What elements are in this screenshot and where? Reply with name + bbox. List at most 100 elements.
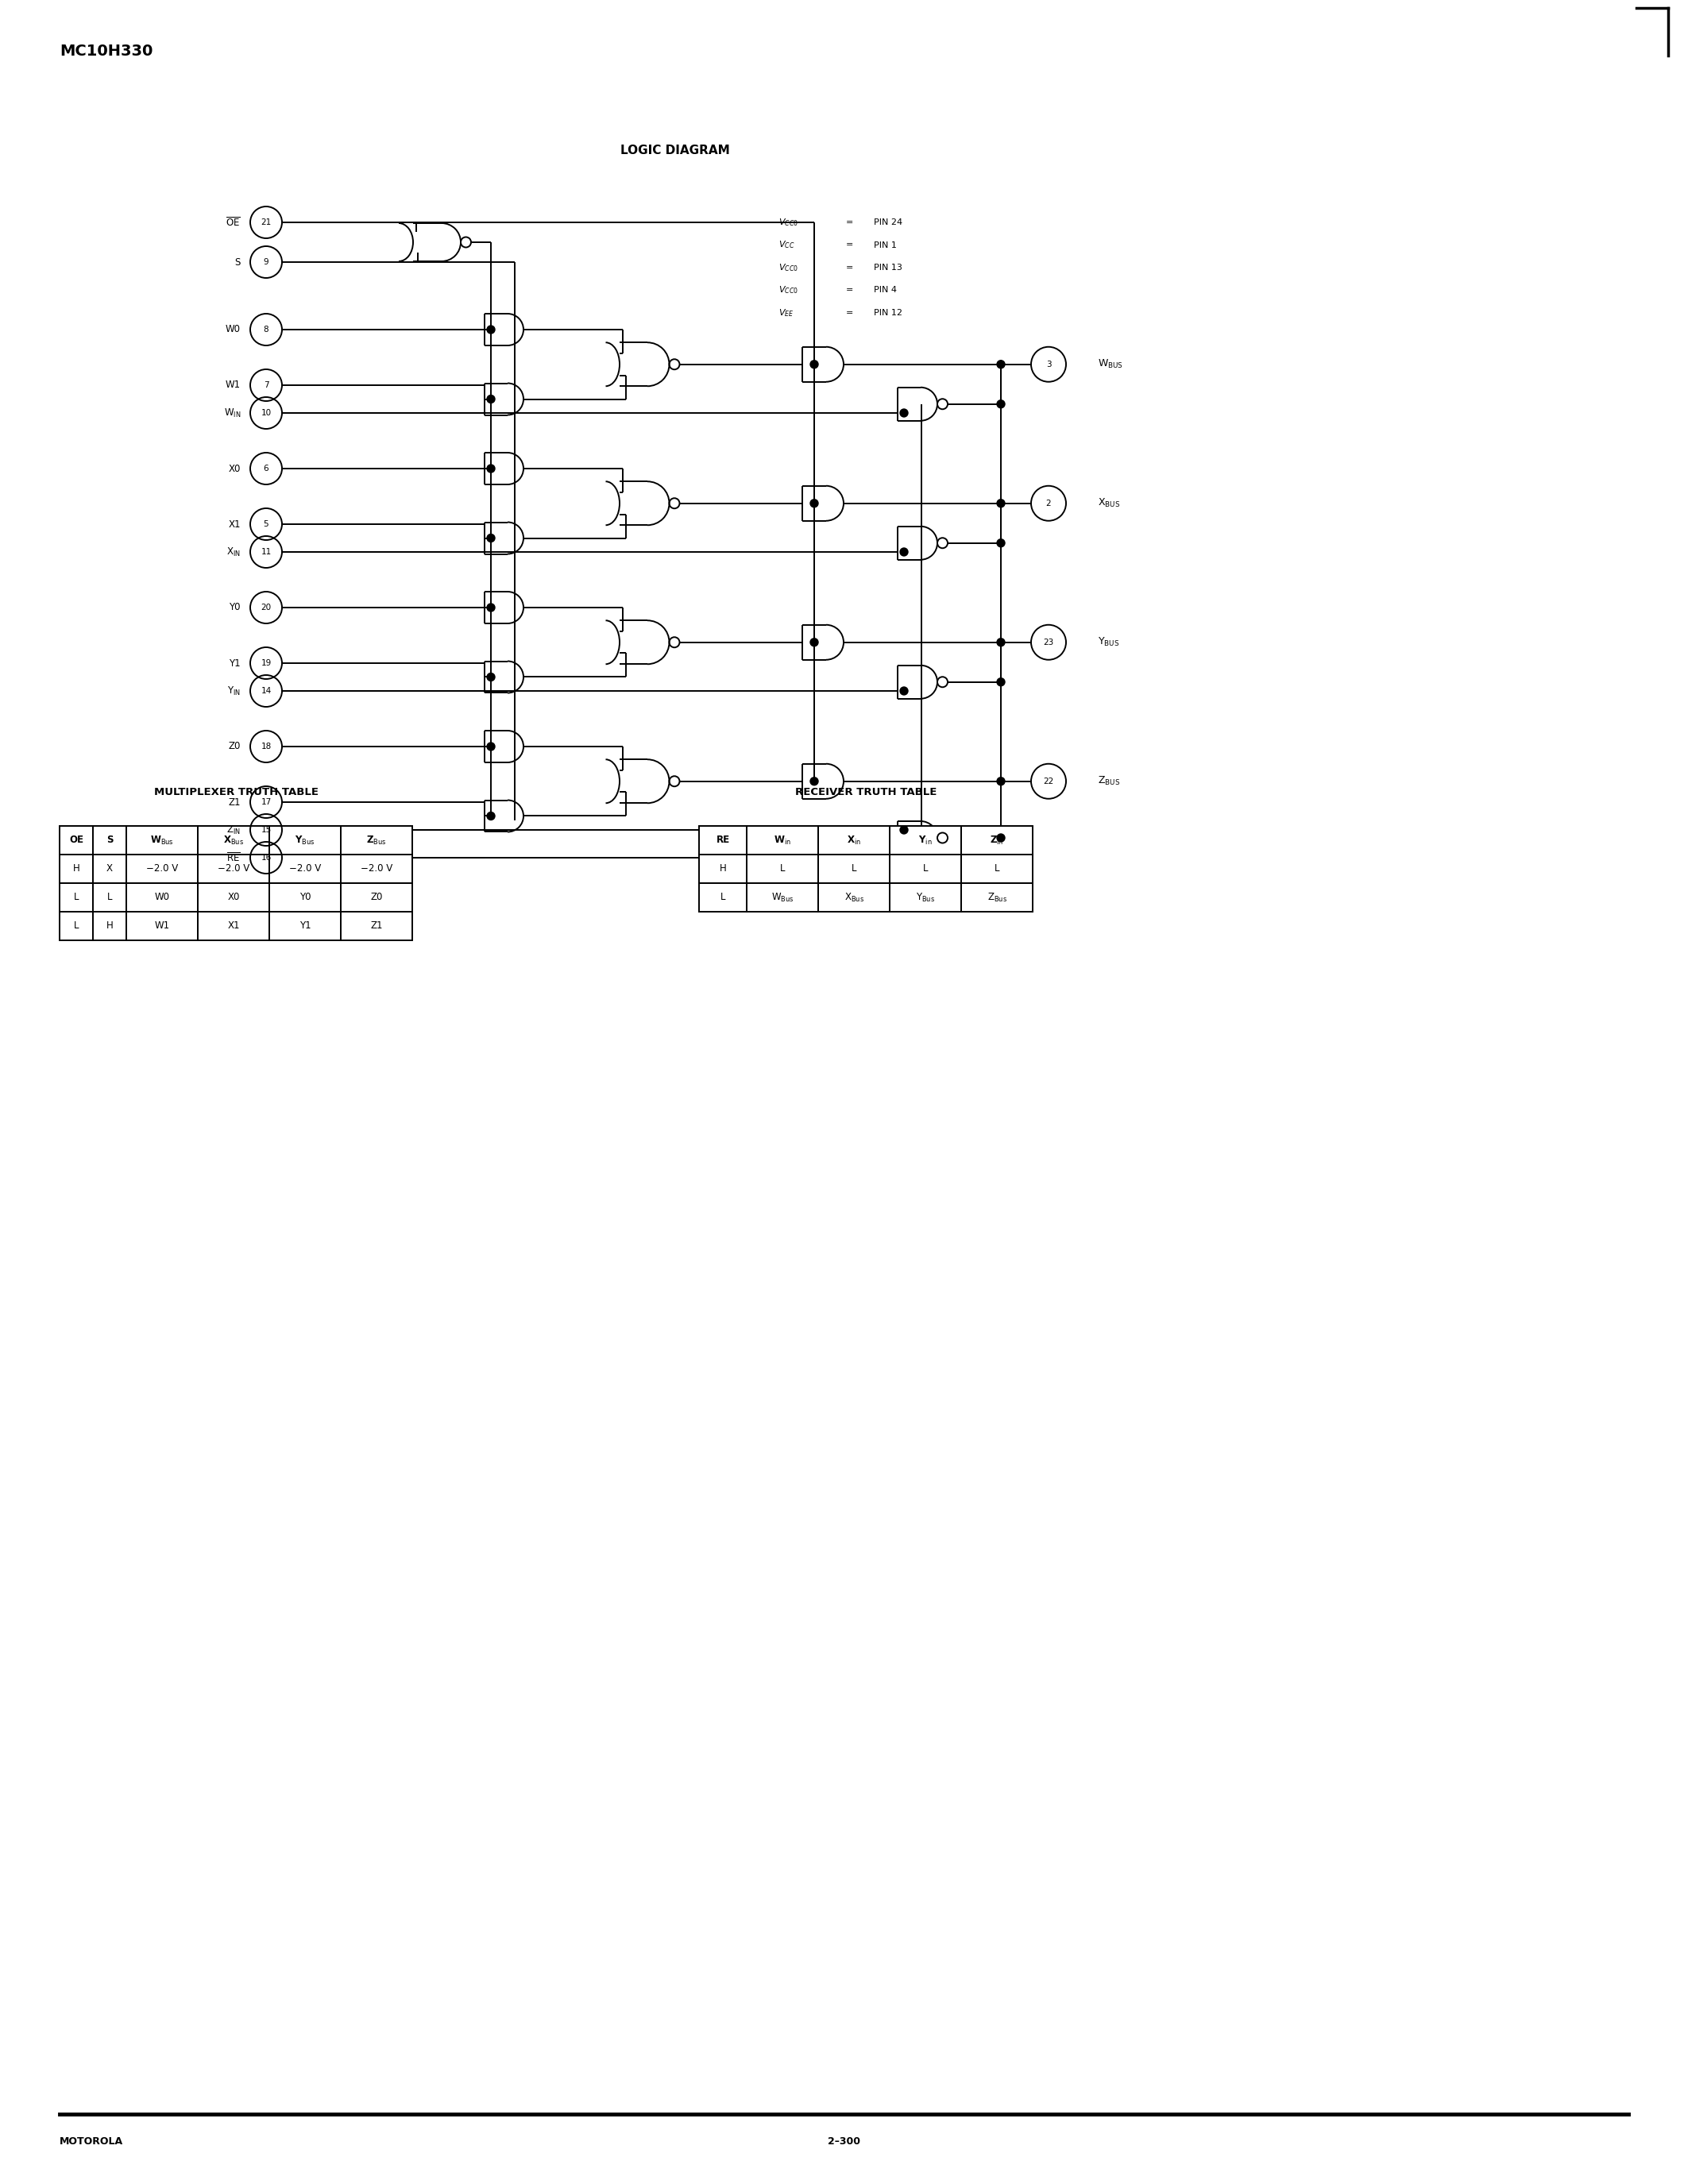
Circle shape (486, 603, 495, 612)
Bar (59, 882, 93, 911)
Bar (270, 826, 341, 854)
Text: 8: 8 (263, 325, 268, 334)
Text: Z1: Z1 (228, 797, 241, 808)
Bar (59, 911, 93, 941)
Text: 2: 2 (1047, 500, 1052, 507)
Bar (819, 882, 890, 911)
Text: L: L (780, 863, 785, 874)
Text: L: L (721, 893, 726, 902)
Bar (127, 854, 197, 882)
Bar (93, 882, 127, 911)
Text: L: L (923, 863, 928, 874)
Text: Z0: Z0 (228, 740, 241, 751)
Text: $V_{CC0}$: $V_{CC0}$ (778, 284, 798, 295)
Text: W1: W1 (226, 380, 241, 391)
Bar (93, 826, 127, 854)
Circle shape (900, 548, 908, 557)
Text: 11: 11 (262, 548, 272, 557)
Text: X: X (106, 863, 113, 874)
Circle shape (900, 688, 908, 695)
Text: 9: 9 (263, 258, 268, 266)
Circle shape (486, 325, 495, 334)
Text: PIN 1: PIN 1 (874, 240, 896, 249)
Text: Y$_{\mathrm{Bus}}$: Y$_{\mathrm{Bus}}$ (295, 834, 316, 845)
Text: W0: W0 (155, 893, 169, 902)
Text: $\overline{\rm OE}$: $\overline{\rm OE}$ (226, 216, 241, 229)
Text: 16: 16 (262, 854, 272, 863)
Text: Y$_{\mathrm{BUS}}$: Y$_{\mathrm{BUS}}$ (1097, 636, 1119, 649)
Text: X0: X0 (228, 463, 241, 474)
Bar (960, 854, 1033, 882)
Text: X$_{\mathrm{Bus}}$: X$_{\mathrm{Bus}}$ (223, 834, 243, 845)
Circle shape (998, 638, 1004, 646)
Text: $\overline{\rm RE}$: $\overline{\rm RE}$ (226, 852, 241, 865)
Text: W$_{\mathrm{IN}}$: W$_{\mathrm{IN}}$ (223, 406, 241, 419)
Text: Y0: Y0 (230, 603, 241, 614)
Bar (127, 882, 197, 911)
Text: OE: OE (69, 834, 83, 845)
Text: W0: W0 (226, 325, 241, 334)
Circle shape (810, 500, 819, 507)
Text: −2.0 V: −2.0 V (218, 863, 250, 874)
Bar (341, 854, 412, 882)
Bar (890, 826, 960, 854)
Circle shape (998, 500, 1004, 507)
Circle shape (900, 408, 908, 417)
Bar (819, 854, 890, 882)
Text: 7: 7 (263, 382, 268, 389)
Bar (960, 826, 1033, 854)
Text: X$_{\mathrm{BUS}}$: X$_{\mathrm{BUS}}$ (1097, 498, 1121, 509)
Text: =: = (846, 218, 854, 227)
Text: W$_{\mathrm{in}}$: W$_{\mathrm{in}}$ (773, 834, 792, 845)
Bar (93, 911, 127, 941)
Circle shape (810, 778, 819, 786)
Text: L: L (74, 893, 79, 902)
Text: X1: X1 (228, 922, 240, 930)
Text: 5: 5 (263, 520, 268, 529)
Text: 18: 18 (262, 743, 272, 751)
Circle shape (998, 400, 1004, 408)
Circle shape (998, 834, 1004, 841)
Text: 19: 19 (262, 660, 272, 666)
Bar (93, 854, 127, 882)
Text: MOTOROLA: MOTOROLA (59, 2136, 123, 2147)
Circle shape (486, 743, 495, 751)
Text: PIN 12: PIN 12 (874, 308, 903, 317)
Text: 15: 15 (262, 826, 272, 834)
Text: 6: 6 (263, 465, 268, 472)
Text: =: = (846, 264, 854, 271)
Text: Y$_{\mathrm{in}}$: Y$_{\mathrm{in}}$ (918, 834, 932, 845)
Text: PIN 4: PIN 4 (874, 286, 896, 295)
Text: −2.0 V: −2.0 V (289, 863, 321, 874)
Text: $V_{CC0}$: $V_{CC0}$ (778, 216, 798, 227)
Text: S: S (106, 834, 113, 845)
Text: X$_{\mathrm{Bus}}$: X$_{\mathrm{Bus}}$ (844, 891, 864, 904)
Text: L: L (994, 863, 999, 874)
Bar (270, 911, 341, 941)
Text: X$_{\mathrm{IN}}$: X$_{\mathrm{IN}}$ (226, 546, 241, 557)
Text: Y1: Y1 (299, 922, 311, 930)
Bar (699, 826, 746, 854)
Bar (699, 882, 746, 911)
Text: Z0: Z0 (370, 893, 383, 902)
Text: PIN 13: PIN 13 (874, 264, 903, 271)
Text: MULTIPLEXER TRUTH TABLE: MULTIPLEXER TRUTH TABLE (154, 788, 317, 797)
Text: X$_{\mathrm{in}}$: X$_{\mathrm{in}}$ (847, 834, 861, 845)
Bar (270, 854, 341, 882)
Text: PIN 24: PIN 24 (874, 218, 903, 227)
Text: Z$_{\mathrm{IN}}$: Z$_{\mathrm{IN}}$ (226, 823, 241, 836)
Text: =: = (846, 308, 854, 317)
Bar (197, 854, 270, 882)
Text: L: L (106, 893, 111, 902)
Text: 10: 10 (262, 408, 272, 417)
Circle shape (998, 360, 1004, 369)
Text: $V_{EE}$: $V_{EE}$ (778, 308, 793, 319)
Bar (699, 854, 746, 882)
Circle shape (486, 535, 495, 542)
Circle shape (486, 395, 495, 404)
Text: H: H (719, 863, 726, 874)
Bar (59, 826, 93, 854)
Bar (960, 882, 1033, 911)
Bar (341, 826, 412, 854)
Circle shape (998, 539, 1004, 546)
